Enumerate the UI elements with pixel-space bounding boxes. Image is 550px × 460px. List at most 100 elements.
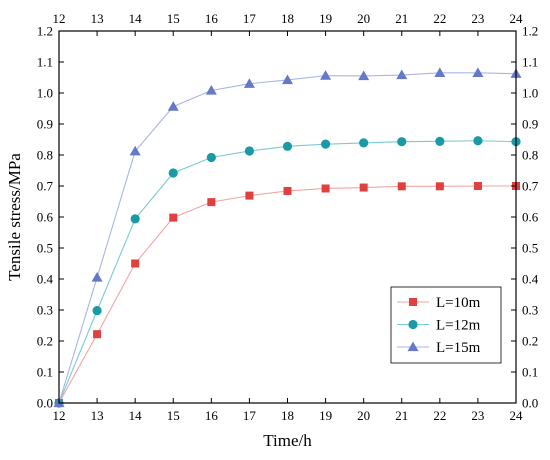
data-point: [168, 168, 178, 178]
x-tick-label-bottom: 17: [243, 408, 257, 423]
x-tick-label-top: 18: [281, 11, 294, 26]
legend-marker: [409, 298, 417, 306]
data-point: [207, 198, 216, 207]
legend-label: L=10m: [436, 295, 481, 311]
data-point: [167, 101, 179, 111]
data-point: [396, 69, 408, 80]
data-point: [435, 182, 444, 191]
x-tick-label-bottom: 20: [357, 408, 370, 423]
x-axis-title: Time/h: [263, 431, 312, 450]
x-tick-label-top: 23: [471, 11, 484, 26]
y-tick-label-left: 0.2: [37, 334, 53, 349]
y-tick-label-right: 0.7: [522, 179, 539, 194]
data-point: [93, 330, 102, 339]
y-tick-label-right: 1.0: [522, 86, 538, 101]
x-tick-label-bottom: 24: [510, 408, 524, 423]
data-point: [397, 137, 407, 147]
data-point: [206, 152, 216, 163]
data-point: [244, 146, 255, 156]
y-tick-label-left: 0.5: [37, 241, 53, 256]
axis-ticks: 12 12 13 13 14 14 15 15 16 16 17 17 18 18 19 19 20 20 21 21…: [37, 11, 539, 423]
y-tick-label-right: 0.6: [522, 210, 539, 225]
data-point: [92, 306, 102, 316]
data-point: [243, 78, 255, 88]
x-tick-label-top: 24: [510, 11, 524, 26]
series-2: [54, 136, 521, 408]
legend: L=10m L=12m L=15m: [390, 286, 502, 364]
x-tick-label-bottom: 18: [281, 408, 294, 423]
x-tick-label-top: 12: [53, 11, 66, 26]
data-point: [321, 184, 330, 193]
x-tick-label-bottom: 14: [129, 408, 143, 423]
y-tick-label-left: 0.1: [37, 365, 53, 380]
data-point: [397, 182, 406, 191]
data-point: [473, 136, 483, 146]
data-point: [91, 271, 103, 282]
y-tick-label-left: 0.9: [37, 117, 53, 132]
series-3: [53, 67, 522, 408]
y-tick-label-left: 0.8: [37, 148, 53, 163]
legend-item: L=15m: [397, 340, 481, 356]
data-point: [473, 182, 482, 190]
data-point: [358, 70, 370, 81]
data-point: [282, 74, 293, 85]
x-tick-label-bottom: 15: [167, 408, 180, 423]
legend-label: L=15m: [436, 340, 481, 356]
data-point: [320, 139, 331, 149]
y-tick-label-left: 1.0: [37, 86, 53, 101]
x-tick-label-top: 14: [129, 11, 143, 26]
y-tick-label-right: 0.4: [522, 272, 539, 287]
y-tick-label-left: 0.0: [37, 396, 53, 411]
x-tick-label-bottom: 19: [319, 408, 332, 423]
x-tick-label-top: 21: [395, 11, 408, 26]
data-point: [130, 214, 140, 224]
y-tick-label-right: 1.1: [522, 55, 538, 70]
y-tick-label-right: 0.1: [522, 365, 538, 380]
y-tick-label-left: 1.1: [37, 55, 53, 70]
y-tick-label-left: 0.6: [37, 210, 54, 225]
x-tick-label-bottom: 23: [471, 408, 484, 423]
data-point: [320, 70, 332, 80]
x-tick-label-top: 22: [433, 11, 446, 26]
y-tick-label-left: 0.3: [37, 303, 53, 318]
y-tick-label-left: 0.4: [37, 272, 54, 287]
x-tick-label-bottom: 22: [433, 408, 446, 423]
x-tick-label-top: 19: [319, 11, 332, 26]
legend-marker: [407, 341, 419, 352]
legend-marker: [408, 319, 418, 330]
legend-item: L=12m: [397, 318, 481, 334]
data-point: [283, 186, 292, 195]
x-tick-label-bottom: 13: [91, 408, 104, 423]
x-tick-label-top: 20: [357, 11, 370, 26]
data-point: [359, 183, 368, 192]
y-tick-label-left: 0.7: [37, 179, 54, 194]
x-tick-label-bottom: 12: [53, 408, 66, 423]
data-point: [472, 67, 484, 77]
y-tick-label-right: 0.5: [522, 241, 538, 256]
data-point: [434, 67, 446, 77]
data-point: [245, 191, 254, 200]
data-point: [131, 259, 140, 268]
y-axis-title: Tensile stress/MPa: [5, 153, 24, 281]
x-tick-label-top: 15: [167, 11, 180, 26]
x-tick-label-top: 16: [205, 11, 219, 26]
y-tick-label-right: 1.2: [522, 24, 538, 39]
x-tick-label-bottom: 16: [205, 408, 219, 423]
y-tick-label-right: 0.0: [522, 396, 538, 411]
data-point: [129, 145, 141, 156]
x-tick-label-top: 17: [243, 11, 257, 26]
y-tick-label-right: 0.3: [522, 303, 538, 318]
data-point: [282, 141, 293, 151]
data-point: [205, 85, 217, 95]
y-tick-label-right: 0.2: [522, 334, 538, 349]
y-tick-label-right: 0.8: [522, 148, 538, 163]
legend-item: L=10m: [397, 295, 481, 311]
x-tick-label-bottom: 21: [395, 408, 408, 423]
y-tick-label-right: 0.9: [522, 117, 538, 132]
legend-label: L=12m: [436, 318, 481, 334]
y-tick-label-left: 1.2: [37, 24, 53, 39]
data-point: [359, 138, 369, 148]
series-line: [58, 140, 517, 404]
data-point: [169, 213, 178, 222]
